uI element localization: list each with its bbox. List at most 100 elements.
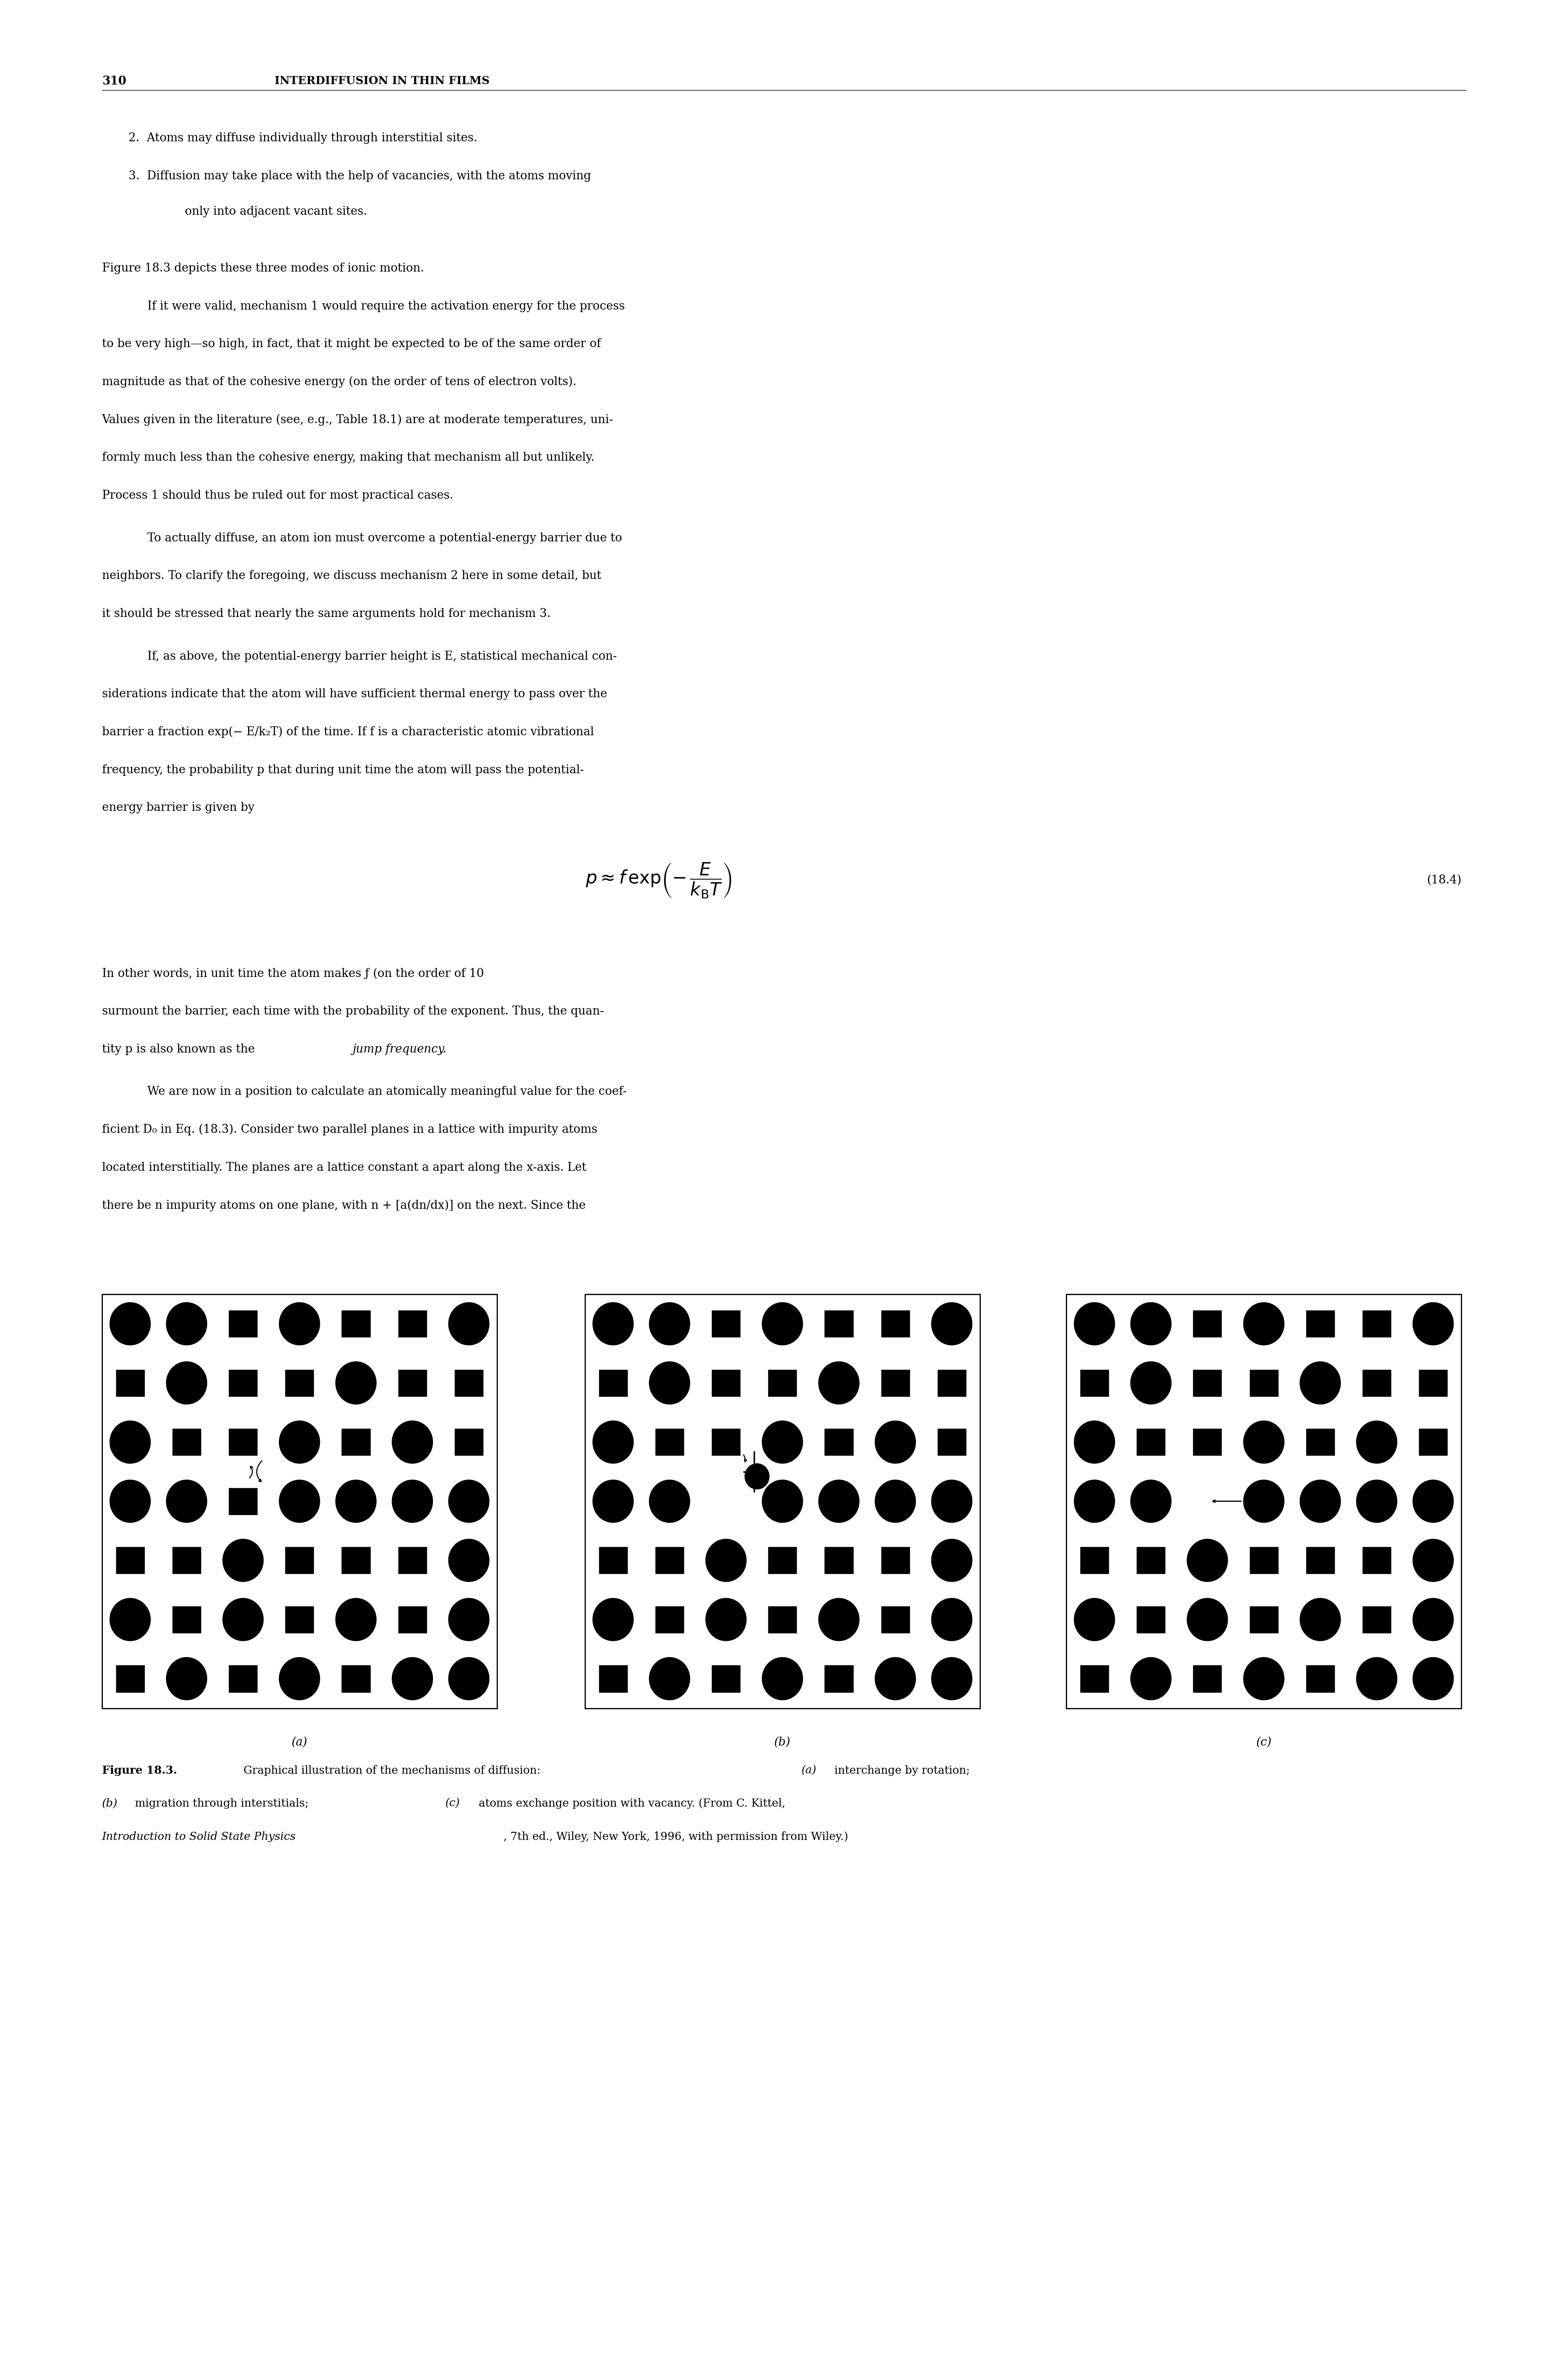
Bar xyxy=(1250,1370,1278,1396)
Bar xyxy=(229,1370,257,1396)
Ellipse shape xyxy=(448,1656,489,1699)
Ellipse shape xyxy=(279,1301,320,1344)
Ellipse shape xyxy=(593,1301,633,1344)
Bar xyxy=(1137,1547,1165,1573)
Bar xyxy=(342,1666,370,1692)
Bar xyxy=(398,1311,426,1337)
Text: surmount the barrier, each time with the probability of the exponent. Thus, the : surmount the barrier, each time with the… xyxy=(102,1006,604,1017)
Text: In other words, in unit time the atom makes ƒ (on the order of 10: In other words, in unit time the atom ma… xyxy=(102,968,485,980)
Text: jump frequency.: jump frequency. xyxy=(353,1043,447,1055)
Ellipse shape xyxy=(1356,1656,1397,1699)
Bar xyxy=(1250,1547,1278,1573)
Text: 310: 310 xyxy=(102,76,125,88)
Bar xyxy=(1193,1370,1221,1396)
Bar xyxy=(1080,1370,1109,1396)
Text: tity p is also known as the: tity p is also known as the xyxy=(102,1043,259,1055)
Text: $p \approx f\,\exp\!\left(-\,\dfrac{E}{k_{\mathrm{B}}T}\right)$: $p \approx f\,\exp\!\left(-\,\dfrac{E}{k… xyxy=(585,861,732,899)
Text: If it were valid, mechanism 1 would require the activation energy for the proces: If it were valid, mechanism 1 would requ… xyxy=(147,300,626,312)
Bar xyxy=(599,1370,627,1396)
Bar xyxy=(172,1607,201,1633)
Ellipse shape xyxy=(931,1599,972,1642)
Bar xyxy=(881,1311,909,1337)
Ellipse shape xyxy=(1356,1420,1397,1462)
Ellipse shape xyxy=(1187,1538,1228,1580)
Text: We are now in a position to calculate an atomically meaningful value for the coe: We are now in a position to calculate an… xyxy=(147,1086,627,1098)
Ellipse shape xyxy=(1187,1599,1228,1642)
Text: Values given in the literature (see, e.g., Table 18.1) are at moderate temperatu: Values given in the literature (see, e.g… xyxy=(102,414,613,426)
Bar xyxy=(655,1607,684,1633)
Ellipse shape xyxy=(110,1481,151,1524)
Bar xyxy=(455,1429,483,1455)
Text: barrier a fraction exp(− E/k₂T) of the time. If f is a characteristic atomic vib: barrier a fraction exp(− E/k₂T) of the t… xyxy=(102,726,594,738)
Bar xyxy=(1080,1547,1109,1573)
Text: only into adjacent vacant sites.: only into adjacent vacant sites. xyxy=(185,206,367,218)
Bar xyxy=(1193,1429,1221,1455)
Text: located interstitially. The planes are a lattice constant a apart along the x-ax: located interstitially. The planes are a… xyxy=(102,1162,586,1174)
Bar xyxy=(285,1370,314,1396)
Ellipse shape xyxy=(931,1656,972,1699)
Ellipse shape xyxy=(1413,1481,1454,1524)
Ellipse shape xyxy=(448,1599,489,1642)
Bar xyxy=(599,1666,627,1692)
Ellipse shape xyxy=(223,1538,263,1580)
Ellipse shape xyxy=(649,1360,690,1403)
Ellipse shape xyxy=(279,1420,320,1462)
Bar xyxy=(102,1294,497,1708)
Bar xyxy=(1306,1666,1334,1692)
Text: to be very high—so high, in fact, that it might be expected to be of the same or: to be very high—so high, in fact, that i… xyxy=(102,338,601,350)
Text: INTERDIFFUSION IN THIN FILMS: INTERDIFFUSION IN THIN FILMS xyxy=(274,76,489,88)
Ellipse shape xyxy=(1131,1301,1171,1344)
Bar xyxy=(1306,1547,1334,1573)
Ellipse shape xyxy=(818,1599,859,1642)
Bar xyxy=(342,1429,370,1455)
Ellipse shape xyxy=(1300,1360,1341,1403)
Bar xyxy=(1363,1607,1391,1633)
Bar xyxy=(116,1547,144,1573)
Ellipse shape xyxy=(1074,1599,1115,1642)
Bar xyxy=(712,1429,740,1455)
Ellipse shape xyxy=(1074,1481,1115,1524)
Bar xyxy=(1306,1311,1334,1337)
Ellipse shape xyxy=(762,1481,803,1524)
Bar xyxy=(881,1547,909,1573)
Ellipse shape xyxy=(448,1481,489,1524)
Bar xyxy=(229,1488,257,1514)
Text: (b): (b) xyxy=(775,1737,790,1748)
Ellipse shape xyxy=(649,1656,690,1699)
Text: ficient D₀ in Eq. (18.3). Consider two parallel planes in a lattice with impurit: ficient D₀ in Eq. (18.3). Consider two p… xyxy=(102,1124,597,1136)
Ellipse shape xyxy=(1413,1656,1454,1699)
Ellipse shape xyxy=(875,1656,916,1699)
Bar xyxy=(116,1370,144,1396)
Bar xyxy=(1363,1370,1391,1396)
Text: migration through interstitials;: migration through interstitials; xyxy=(132,1798,312,1810)
Bar xyxy=(229,1666,257,1692)
Bar xyxy=(398,1370,426,1396)
Text: siderations indicate that the atom will have sufficient thermal energy to pass o: siderations indicate that the atom will … xyxy=(102,689,607,700)
Bar xyxy=(938,1370,966,1396)
Text: Graphical illustration of the mechanisms of diffusion:: Graphical illustration of the mechanisms… xyxy=(240,1765,544,1777)
Ellipse shape xyxy=(392,1420,433,1462)
Ellipse shape xyxy=(1131,1360,1171,1403)
Bar xyxy=(1193,1666,1221,1692)
Ellipse shape xyxy=(1131,1481,1171,1524)
Ellipse shape xyxy=(931,1301,972,1344)
Text: interchange by rotation;: interchange by rotation; xyxy=(831,1765,971,1777)
Text: energy barrier is given by: energy barrier is given by xyxy=(102,802,254,814)
Bar xyxy=(712,1370,740,1396)
Ellipse shape xyxy=(931,1481,972,1524)
Ellipse shape xyxy=(649,1481,690,1524)
Bar xyxy=(172,1429,201,1455)
Bar xyxy=(342,1547,370,1573)
Bar xyxy=(116,1666,144,1692)
Ellipse shape xyxy=(110,1420,151,1462)
Text: Process 1 should thus be ruled out for most practical cases.: Process 1 should thus be ruled out for m… xyxy=(102,490,453,502)
Bar xyxy=(655,1547,684,1573)
Ellipse shape xyxy=(818,1481,859,1524)
Ellipse shape xyxy=(336,1360,376,1403)
Ellipse shape xyxy=(448,1538,489,1580)
Bar xyxy=(825,1311,853,1337)
Ellipse shape xyxy=(1074,1420,1115,1462)
Bar xyxy=(1066,1294,1461,1708)
Bar xyxy=(768,1547,797,1573)
Ellipse shape xyxy=(706,1538,746,1580)
